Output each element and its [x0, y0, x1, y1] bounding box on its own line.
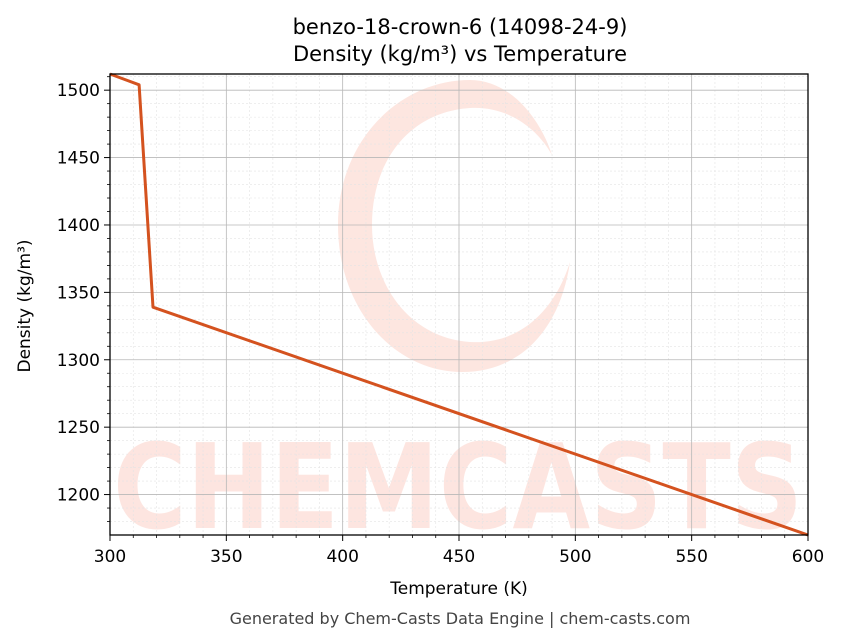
y-tick-label: 1500	[57, 81, 100, 101]
y-axis-label: Density (kg/m³)	[15, 239, 35, 372]
watermark-swirl	[338, 80, 570, 372]
x-tick-label: 350	[210, 547, 242, 567]
x-tick-label: 300	[94, 547, 126, 567]
y-tick-label: 1450	[57, 149, 100, 169]
chart-subtitle: Density (kg/m³) vs Temperature	[293, 42, 627, 66]
y-tick-label: 1250	[57, 418, 100, 438]
y-tick-label: 1350	[57, 283, 100, 303]
x-tick-label: 500	[559, 547, 591, 567]
y-tick-label: 1400	[57, 216, 100, 236]
watermark-text: CHEMCASTS	[113, 418, 803, 556]
y-axis: 1200 1250 1300 1350 1400 1450 1500	[57, 76, 110, 522]
density-series-line	[109, 72, 809, 537]
chemcasts-watermark: CHEMCASTS	[113, 80, 803, 556]
footer-credit: Generated by Chem-Casts Data Engine | ch…	[230, 609, 691, 628]
x-tick-label: 600	[792, 547, 824, 567]
x-tick-label: 550	[675, 547, 707, 567]
x-axis: 300 350 400 450 500 550 600	[94, 535, 824, 567]
chart-title: benzo-18-crown-6 (14098-24-9)	[293, 15, 628, 39]
x-tick-label: 450	[443, 547, 475, 567]
series-layer	[109, 72, 809, 537]
x-axis-label: Temperature (K)	[389, 579, 528, 599]
y-tick-label: 1200	[57, 486, 100, 506]
x-tick-label: 400	[326, 547, 358, 567]
y-tick-label: 1300	[57, 351, 100, 371]
